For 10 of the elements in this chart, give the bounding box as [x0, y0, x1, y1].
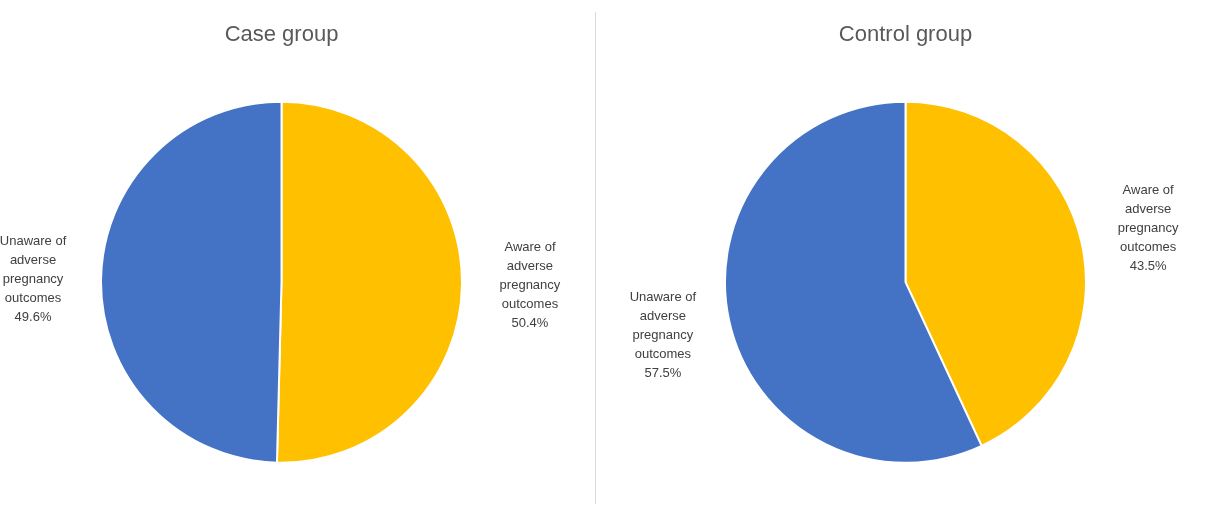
- slice-label: Unaware of adverse pregnancy outcomes: [629, 289, 697, 362]
- chart-title: Case group: [224, 21, 339, 47]
- data-label: 57.5%: [644, 365, 682, 381]
- slice-label: Unaware of adverse pregnancy outcomes: [0, 232, 67, 305]
- slice-label: Aware of adverse pregnancy outcomes: [499, 238, 561, 311]
- chart-title: Control group: [838, 21, 973, 47]
- data-label: 43.5%: [1129, 258, 1167, 274]
- slice-label: Aware of adverse pregnancy outcomes: [1117, 182, 1179, 255]
- data-label: 49.6%: [14, 308, 52, 324]
- data-label: 50.4%: [511, 314, 549, 330]
